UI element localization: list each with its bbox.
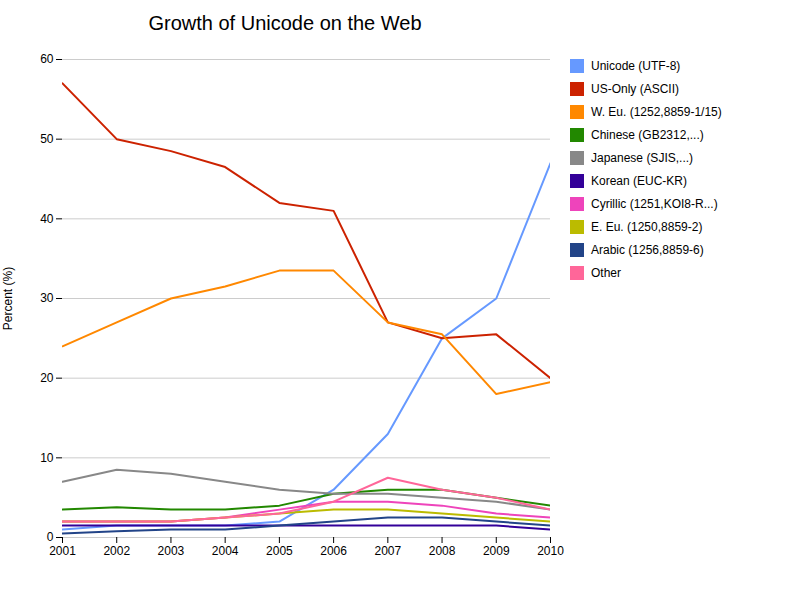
svg-text:20: 20 [40,371,54,385]
html-text:Unicode (UTF-8): Unicode (UTF-8) [591,59,681,73]
html-text:Chinese (GB2312,...): Chinese (GB2312,...) [591,128,704,142]
svg-text:2006: 2006 [320,544,347,558]
svg-text:2007: 2007 [374,544,401,558]
html-text:E. Eu. (1250,8859-2): E. Eu. (1250,8859-2) [591,220,703,234]
svg-text:60: 60 [40,52,54,66]
html-text:Cyrillic (1251,KOI8-R...): Cyrillic (1251,KOI8-R...) [591,197,718,211]
html-text:Korean (EUC-KR): Korean (EUC-KR) [591,174,687,188]
html-text:W. Eu. (1252,8859-1/15): W. Eu. (1252,8859-1/15) [591,105,722,119]
svg-text:50: 50 [40,132,54,146]
svg-text:2002: 2002 [103,544,130,558]
svg-text:30: 30 [40,291,54,305]
svg-text:2009: 2009 [483,544,510,558]
svg-text:Percent (%): Percent (%) [1,267,15,330]
html-text:Japanese (SJIS,...): Japanese (SJIS,...) [591,151,693,165]
html-text:Arabic (1256,8859-6): Arabic (1256,8859-6) [591,243,704,257]
svg-text:2005: 2005 [266,544,293,558]
html-text:Growth of Unicode on the Web: Growth of Unicode on the Web [148,12,422,34]
svg-text:2003: 2003 [158,544,185,558]
svg-text:2001: 2001 [49,544,76,558]
svg-text:10: 10 [40,451,54,465]
svg-text:2004: 2004 [212,544,239,558]
svg-text:40: 40 [40,212,54,226]
svg-text:0: 0 [47,530,54,544]
html-text:US-Only (ASCII): US-Only (ASCII) [591,82,679,96]
html-text:Other: Other [591,266,621,280]
svg-text:2010: 2010 [537,544,564,558]
svg-text:2008: 2008 [429,544,456,558]
